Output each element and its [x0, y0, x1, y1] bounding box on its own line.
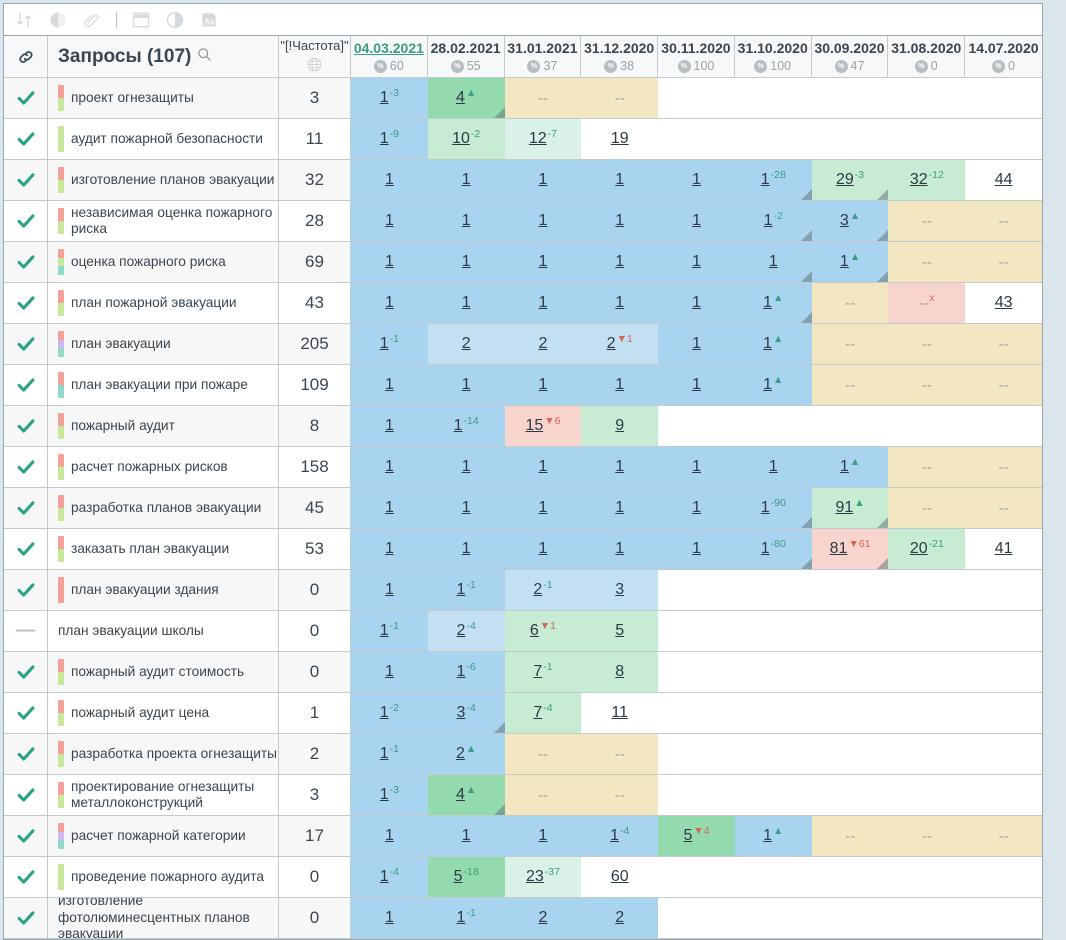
svg-text:Aa: Aa — [204, 17, 215, 26]
